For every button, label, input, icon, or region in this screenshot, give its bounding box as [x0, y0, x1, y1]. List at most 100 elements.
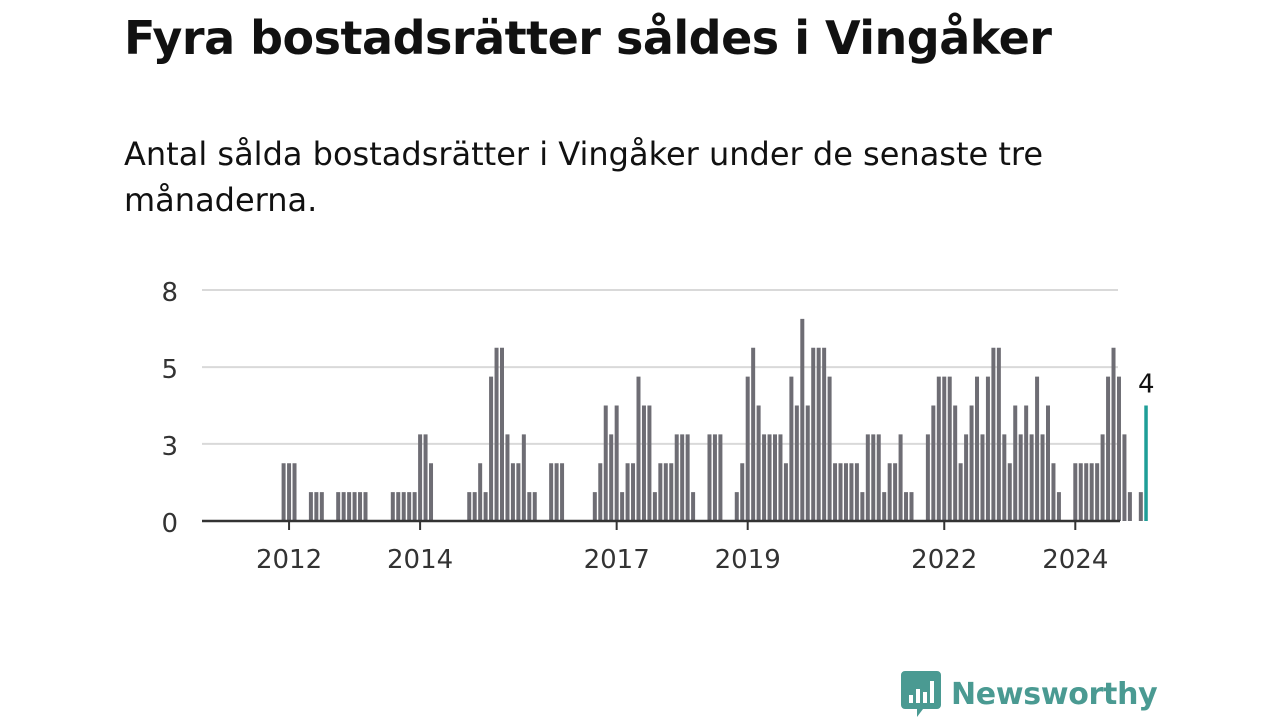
bar	[1095, 463, 1100, 521]
bar	[1046, 405, 1050, 521]
bar	[363, 492, 368, 521]
bar	[1029, 434, 1034, 521]
bar	[680, 434, 685, 521]
x-tick-label: 2019	[715, 545, 781, 575]
bar	[560, 463, 565, 521]
bar	[396, 492, 401, 521]
bar	[500, 347, 504, 521]
bar	[598, 463, 603, 521]
bar	[631, 463, 636, 521]
bar	[467, 492, 472, 521]
bar	[1073, 463, 1078, 521]
bar	[641, 405, 646, 521]
bar	[658, 463, 663, 521]
bar	[319, 492, 324, 521]
bar	[554, 463, 559, 521]
bar	[969, 405, 974, 521]
bar	[925, 434, 930, 521]
bar	[985, 376, 990, 521]
bar	[532, 492, 537, 521]
bar	[996, 347, 1001, 521]
bar	[991, 347, 996, 521]
bar	[980, 434, 985, 521]
bar	[794, 405, 799, 521]
bar	[281, 463, 286, 521]
bar	[620, 492, 625, 521]
bar	[472, 492, 477, 521]
bar	[647, 405, 652, 521]
bar	[1024, 405, 1029, 521]
bar	[822, 347, 827, 521]
chart-title: Fyra bostadsrätter såldes i Vingåker	[124, 11, 1052, 65]
bar	[751, 347, 756, 521]
bar	[718, 434, 723, 521]
bar	[740, 463, 745, 521]
bar	[745, 376, 750, 521]
grid-lines	[202, 289, 1118, 445]
bar	[636, 376, 641, 521]
bar	[1078, 463, 1083, 521]
bar	[762, 434, 767, 521]
bar	[734, 492, 739, 521]
bar	[849, 463, 854, 521]
bar	[964, 434, 969, 521]
bar	[1100, 434, 1105, 521]
bar	[805, 405, 810, 521]
bar	[603, 405, 608, 521]
bar	[887, 463, 892, 521]
bar	[860, 492, 865, 521]
bar	[936, 376, 941, 521]
last-value-label: 4	[1138, 370, 1155, 400]
bar	[843, 463, 848, 521]
bar	[1056, 492, 1061, 521]
bar	[783, 463, 788, 521]
bar	[1122, 434, 1127, 521]
bar-chart-speech-bubble-icon	[901, 671, 941, 717]
bar	[652, 492, 657, 521]
y-tick-label: 3	[161, 432, 178, 462]
bar	[882, 492, 887, 521]
bar	[669, 463, 674, 521]
bar	[1106, 376, 1111, 521]
bar-chart: 0 3 5 8 2012 2014 2017 2019 2022 2024 4	[161, 278, 1155, 575]
bar	[483, 492, 488, 521]
bar	[314, 492, 319, 521]
bar	[816, 347, 821, 521]
bar	[1116, 376, 1121, 521]
bar	[527, 492, 532, 521]
bar	[931, 405, 936, 521]
bar	[800, 318, 805, 521]
bar	[412, 492, 417, 521]
bar	[625, 463, 630, 521]
bar	[947, 376, 952, 521]
bar-highlight	[1144, 405, 1148, 521]
bar	[609, 434, 614, 521]
bar	[429, 463, 434, 521]
bar	[975, 376, 980, 521]
x-tick-label: 2017	[584, 545, 650, 575]
bars	[281, 318, 1148, 521]
bar	[898, 434, 903, 521]
bar	[1138, 492, 1143, 521]
bar	[1002, 434, 1007, 521]
bar	[347, 492, 352, 521]
bar	[854, 463, 859, 521]
bar	[789, 376, 794, 521]
bar	[767, 434, 772, 521]
y-tick-label: 8	[161, 278, 178, 308]
bar	[838, 463, 843, 521]
bar	[352, 492, 357, 521]
bar	[778, 434, 783, 521]
bar	[1051, 463, 1056, 521]
bar	[1018, 434, 1023, 521]
bar	[614, 405, 619, 521]
y-tick-label: 0	[161, 509, 178, 539]
bar	[549, 463, 554, 521]
bar	[707, 434, 712, 521]
bar	[674, 434, 679, 521]
bar	[358, 492, 363, 521]
bar	[390, 492, 395, 521]
bar	[865, 434, 870, 521]
bar	[712, 434, 717, 521]
brand-name: Newsworthy	[951, 676, 1158, 712]
